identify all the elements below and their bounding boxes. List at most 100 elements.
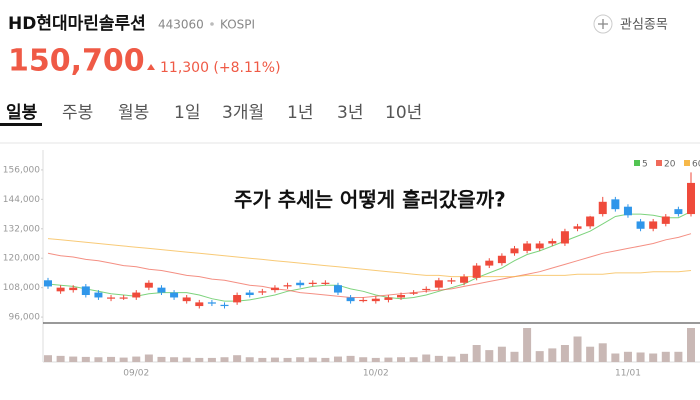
- volume-bar: [69, 356, 78, 362]
- annotation-background: [230, 184, 598, 216]
- volume-bar: [81, 356, 90, 362]
- y-tick-label: 108,000: [3, 283, 40, 293]
- candle-body: [636, 221, 645, 229]
- volume-bar: [132, 356, 141, 362]
- candle-body: [195, 302, 204, 307]
- volume-bar: [548, 348, 557, 362]
- moving-average-line: [47, 211, 692, 302]
- candle-body: [258, 291, 267, 293]
- volume-bar: [611, 353, 620, 362]
- volume-bar: [233, 355, 242, 362]
- volume-bar: [560, 345, 569, 362]
- watch-label[interactable]: 관심종목: [620, 18, 668, 33]
- volume-bar: [460, 353, 469, 362]
- period-tab[interactable]: 1년: [287, 103, 313, 123]
- volume-bar: [434, 355, 443, 362]
- volume-bar: [56, 355, 65, 362]
- volume-bar: [107, 356, 116, 362]
- volume-bar: [44, 355, 52, 362]
- candle-body: [560, 231, 569, 244]
- candle-body: [308, 282, 317, 284]
- volume-bar: [674, 351, 683, 362]
- plus-circle: [593, 14, 613, 34]
- candle-body: [422, 288, 431, 291]
- candle-body: [497, 255, 506, 264]
- period-tabs: 일봉 주봉 월봉 1일 3개월 1년 3년 10년: [6, 103, 422, 123]
- candle-body: [687, 182, 695, 215]
- candle-body: [94, 292, 103, 298]
- period-tab[interactable]: 1일: [174, 103, 200, 123]
- candle-body: [409, 292, 418, 294]
- candle-body: [81, 286, 90, 296]
- legend-label: 20: [664, 160, 676, 170]
- candle-body: [207, 302, 216, 304]
- x-tick-label: 09/02: [123, 369, 149, 379]
- candle-body: [44, 280, 52, 287]
- period-tab[interactable]: 월봉: [118, 103, 149, 123]
- legend-label: 60: [692, 160, 700, 170]
- candle-body: [485, 260, 494, 266]
- x-tick-label: 10/02: [363, 369, 389, 379]
- volume-bar: [422, 354, 431, 362]
- volume-bar: [170, 357, 179, 362]
- volume-bar: [497, 346, 506, 362]
- volume-bar: [535, 351, 544, 362]
- candle-body: [573, 226, 582, 229]
- volume-bar: [397, 357, 406, 362]
- stock-name: HD현대마린솔루션: [8, 14, 146, 34]
- volume-bar: [258, 357, 267, 362]
- price-change: 11,300 (+8.11%): [160, 60, 281, 76]
- period-tab[interactable]: 10년: [385, 103, 422, 123]
- volume-bar: [636, 352, 645, 362]
- candle-body: [535, 243, 544, 249]
- volume-bar: [409, 357, 418, 362]
- period-tab[interactable]: 3개월: [222, 103, 264, 123]
- candle-body: [611, 199, 620, 210]
- candle-body: [157, 287, 166, 293]
- candle-body: [447, 280, 456, 282]
- active-tab-underline: [0, 123, 42, 126]
- y-tick-label: 120,000: [3, 254, 40, 264]
- legend-label: 5: [642, 160, 648, 170]
- volume-bar: [472, 345, 481, 362]
- candle-body: [56, 287, 65, 292]
- x-tick-label: 11/01: [615, 369, 641, 379]
- candle-body: [649, 221, 658, 229]
- volume-bar: [333, 356, 342, 362]
- volume-bar: [94, 357, 103, 362]
- annotation: 주가 추세는 어떻게 흘러갔을까?: [234, 188, 506, 212]
- volume-bar: [119, 357, 128, 362]
- volume-bar: [623, 351, 632, 362]
- volume-bar: [296, 357, 305, 362]
- volume-bar: [359, 357, 368, 362]
- volume-bar: [157, 356, 166, 362]
- period-tab[interactable]: 일봉: [6, 103, 38, 123]
- candle-body: [384, 297, 393, 300]
- volume-bar: [207, 357, 216, 362]
- volume-bar: [485, 350, 494, 362]
- volume-bar: [283, 357, 292, 362]
- legend-swatch: [684, 160, 690, 166]
- volume-bar: [321, 357, 330, 362]
- volume-bar: [384, 357, 393, 362]
- candle-body: [510, 248, 519, 254]
- period-tab[interactable]: 3년: [337, 103, 363, 123]
- candle-body: [107, 297, 116, 299]
- volume-bar: [586, 346, 595, 362]
- legend-swatch: [634, 160, 640, 166]
- candle-body: [220, 304, 229, 307]
- volume-bar: [245, 357, 254, 362]
- candle-body: [359, 299, 368, 302]
- watch-button[interactable]: 관심종목: [593, 14, 668, 34]
- volume-bar: [598, 343, 607, 362]
- candle-body: [548, 241, 557, 244]
- candle-body: [119, 297, 128, 299]
- candle-body: [472, 265, 481, 278]
- volume-bar: [649, 353, 658, 362]
- volume-bar: [447, 356, 456, 362]
- volume-bar: [144, 354, 153, 362]
- period-tab[interactable]: 주봉: [62, 103, 93, 123]
- y-tick-label: 96,000: [9, 313, 41, 323]
- volume-bar: [687, 328, 695, 362]
